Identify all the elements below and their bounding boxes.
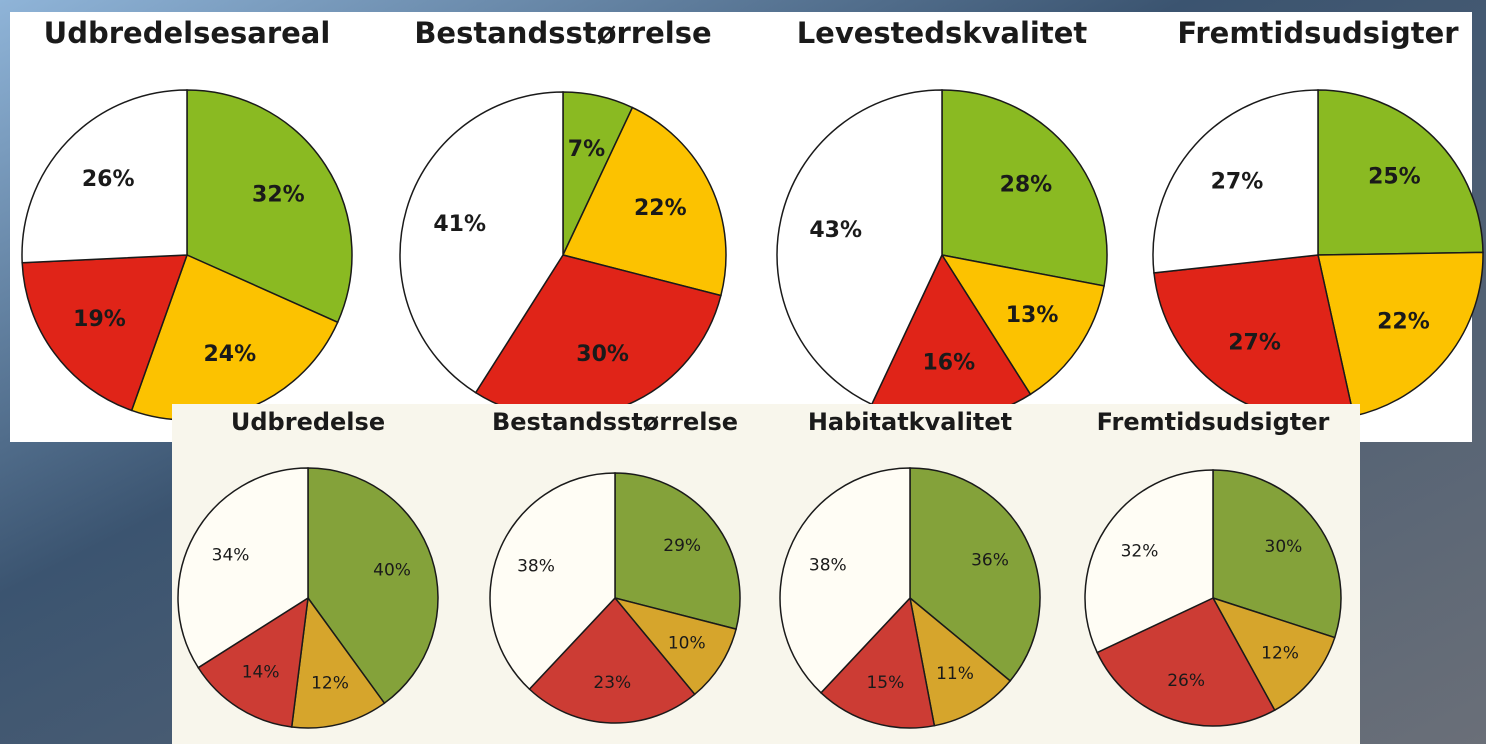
pie-title: Bestandsstørrelse bbox=[414, 16, 711, 50]
slice-label: 15% bbox=[866, 673, 904, 693]
pie-title: Bestandsstørrelse bbox=[492, 408, 738, 436]
slice-label: 7% bbox=[568, 137, 605, 162]
slice-label: 32% bbox=[1121, 541, 1159, 561]
slice-label: 10% bbox=[668, 634, 706, 654]
slice-label: 13% bbox=[1006, 303, 1059, 328]
slice-label: 11% bbox=[936, 664, 974, 684]
slice-label: 41% bbox=[433, 212, 486, 237]
slice-label: 22% bbox=[1377, 310, 1430, 335]
slice-label: 40% bbox=[373, 561, 411, 581]
slice-label: 30% bbox=[576, 342, 629, 367]
slice-label: 24% bbox=[204, 342, 257, 367]
slice-label: 32% bbox=[252, 183, 305, 208]
pie-title: Habitatkvalitet bbox=[808, 408, 1012, 436]
slice-label: 12% bbox=[311, 674, 349, 694]
slice-label: 25% bbox=[1368, 164, 1421, 189]
slice-label: 12% bbox=[1261, 643, 1299, 663]
pie-title: Levestedskvalitet bbox=[797, 16, 1088, 50]
pie-title: Udbredelsesareal bbox=[44, 16, 331, 50]
slice-label: 29% bbox=[663, 536, 701, 556]
slice-label: 22% bbox=[634, 196, 687, 221]
slice-label: 36% bbox=[971, 550, 1009, 570]
slice-label: 23% bbox=[593, 673, 631, 693]
slice-label: 26% bbox=[82, 167, 135, 192]
chart: 32% 24% 19% 26% Udbredelsesareal 7% 22% 30% 41% B… bbox=[0, 0, 1486, 744]
pie-title: Fremtidsudsigter bbox=[1177, 16, 1459, 50]
slice-label: 27% bbox=[1228, 330, 1281, 355]
slice-label: 30% bbox=[1265, 537, 1303, 557]
page: {"chart_data": [ {"type": "pie", "title"… bbox=[0, 0, 1486, 744]
pie-title: Fremtidsudsigter bbox=[1097, 408, 1330, 436]
slice-label: 26% bbox=[1167, 671, 1205, 691]
slice-label: 19% bbox=[73, 307, 126, 332]
slice-label: 16% bbox=[923, 351, 976, 376]
slice-label: 34% bbox=[212, 545, 250, 565]
pie-title: Udbredelse bbox=[231, 408, 385, 436]
slice-label: 38% bbox=[517, 557, 555, 577]
slice-label: 38% bbox=[809, 555, 847, 575]
slice-label: 27% bbox=[1211, 169, 1264, 194]
slice-label: 14% bbox=[242, 663, 280, 683]
slice-label: 43% bbox=[809, 218, 862, 243]
slice-label: 28% bbox=[1000, 173, 1053, 198]
